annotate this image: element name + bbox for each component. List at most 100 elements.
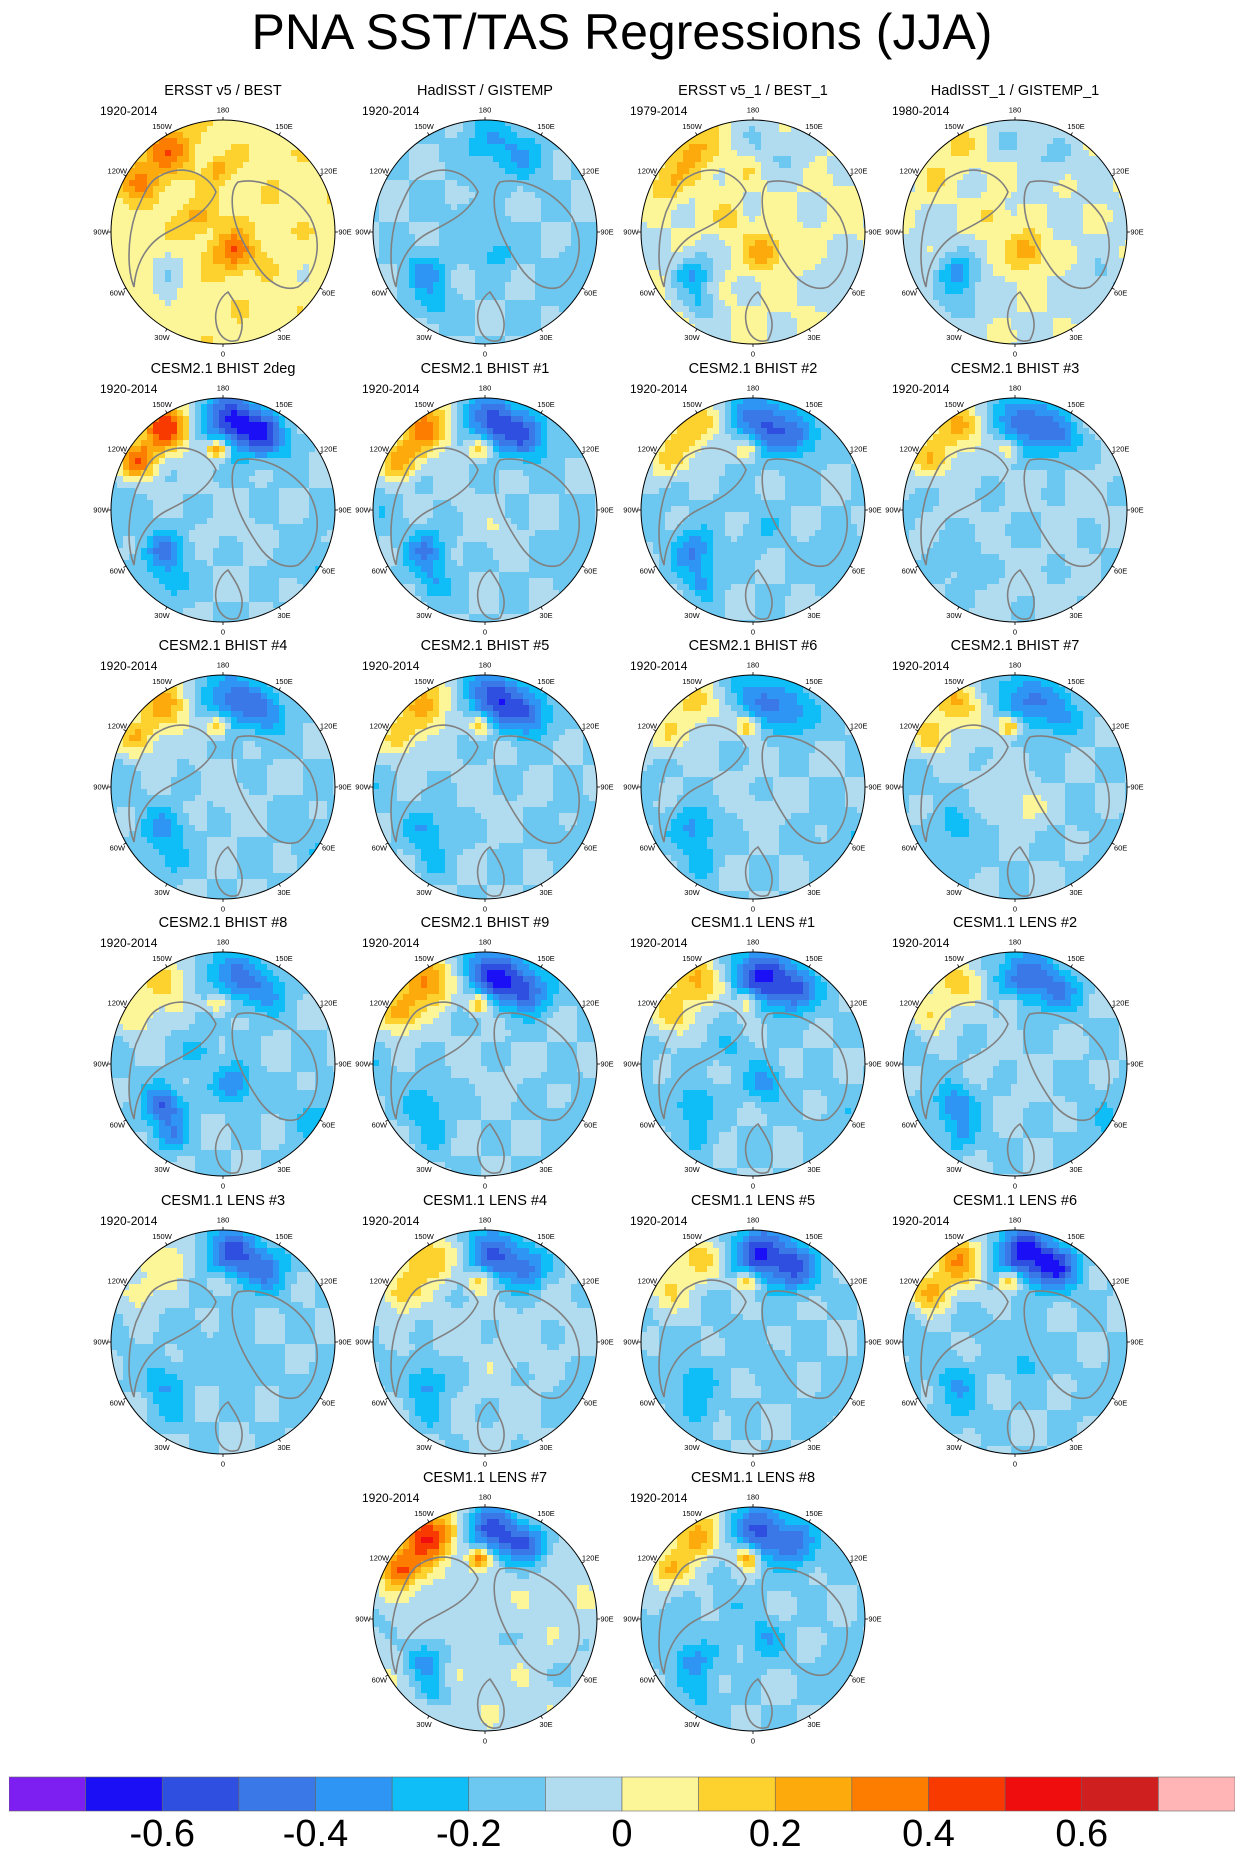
lon-tick	[165, 606, 168, 610]
lon-label: 150W	[944, 677, 965, 686]
lon-label: 0	[221, 1460, 225, 1469]
lon-label: 150E	[275, 677, 293, 686]
coastline	[658, 1556, 747, 1675]
lon-label: 120E	[1112, 999, 1130, 1008]
lon-tick	[540, 883, 543, 887]
lon-tick	[319, 729, 323, 732]
colorbar-box	[928, 1776, 1006, 1812]
coastline	[920, 169, 1009, 288]
lon-label: 120E	[1112, 722, 1130, 731]
lon-tick	[1111, 452, 1115, 455]
colorbar-label: -0.2	[436, 1812, 501, 1856]
lon-label: 120W	[370, 722, 391, 731]
lon-label: 120W	[108, 722, 129, 731]
lon-label: 90W	[623, 1060, 639, 1069]
lon-tick	[427, 1715, 430, 1719]
lon-label: 30E	[1069, 1165, 1082, 1174]
lon-tick	[1111, 1006, 1115, 1009]
lon-label: 30W	[684, 888, 700, 897]
lon-label: 120E	[1112, 1277, 1130, 1286]
colorbar-box	[468, 1776, 546, 1812]
lon-tick	[540, 1242, 543, 1246]
lon-tick	[540, 1715, 543, 1719]
lon-label: 120E	[850, 1554, 868, 1563]
lon-label: 90W	[355, 1615, 371, 1624]
lon-tick	[808, 410, 811, 414]
lon-label: 150E	[1067, 122, 1085, 131]
lon-label: 150W	[682, 122, 703, 131]
lon-label: 120W	[638, 999, 659, 1008]
coastline	[920, 447, 1009, 566]
coastline	[761, 458, 848, 567]
lon-label: 120W	[900, 999, 921, 1008]
lon-tick	[695, 687, 698, 691]
lon-tick	[915, 1397, 919, 1400]
lon-label: 180	[1009, 106, 1022, 115]
lon-tick	[808, 964, 811, 968]
lon-label: 60E	[852, 1676, 865, 1685]
lon-tick	[915, 729, 919, 732]
lon-tick	[385, 1006, 389, 1009]
coastline	[476, 1122, 505, 1174]
lon-tick	[123, 287, 127, 290]
colorbar	[9, 1776, 1235, 1812]
lon-label: 30W	[684, 611, 700, 620]
lon-label: 0	[1013, 1460, 1017, 1469]
lon-tick	[695, 964, 698, 968]
lon-label: 60W	[902, 844, 918, 853]
map-panel: CESM1.1 LENS #7 1920-2014 180 150E 120E 90E 60…	[350, 1469, 620, 1745]
lon-tick	[808, 883, 811, 887]
lon-tick	[385, 174, 389, 177]
lon-tick	[1070, 1242, 1073, 1246]
lon-label: 120W	[900, 167, 921, 176]
lon-label: 150W	[152, 122, 173, 131]
polar-map: 180 150E 120E 90E 60E 30E 0 30W 60W 90W 120W 150W	[355, 661, 613, 914]
lon-tick	[1070, 328, 1073, 332]
lon-tick	[278, 328, 281, 332]
lon-tick	[319, 565, 323, 568]
colorbar-box	[698, 1776, 776, 1812]
lon-label: 30E	[277, 611, 290, 620]
lon-label: 90W	[885, 1060, 901, 1069]
lon-label: 90E	[600, 1060, 613, 1069]
colorbar-box	[774, 1776, 853, 1812]
lon-label: 150E	[537, 1232, 555, 1241]
panel-title: CESM1.1 LENS #6	[880, 1192, 1150, 1210]
polar-map: 180 150E 120E 90E 60E 30E 0 30W 60W 90W 120W 150W	[623, 106, 881, 359]
colorbar-box	[161, 1776, 240, 1812]
field-layer	[111, 120, 335, 344]
lon-label: 60W	[372, 289, 388, 298]
lon-tick	[319, 1284, 323, 1287]
lon-tick	[319, 842, 323, 845]
coastline	[744, 1677, 773, 1729]
lon-tick	[957, 1438, 960, 1442]
lon-tick	[581, 287, 585, 290]
field-layer	[111, 952, 335, 1176]
lon-label: 30E	[277, 333, 290, 342]
lon-tick	[123, 452, 127, 455]
lon-tick	[427, 1438, 430, 1442]
coastline	[1006, 1122, 1035, 1174]
lon-tick	[849, 1119, 853, 1122]
lon-tick	[123, 174, 127, 177]
lon-label: 0	[221, 628, 225, 637]
coastline	[390, 1279, 479, 1398]
lon-label: 60E	[852, 844, 865, 853]
coastline	[761, 735, 848, 844]
lon-label: 120E	[582, 999, 600, 1008]
lon-label: 60E	[584, 1676, 597, 1685]
lon-tick	[385, 1397, 389, 1400]
lon-tick	[808, 1519, 811, 1523]
field-layer	[373, 1507, 597, 1731]
lon-label: 60W	[902, 289, 918, 298]
polar-map: 180 150E 120E 90E 60E 30E 0 30W 60W 90W 120W 150W	[93, 938, 351, 1191]
panel-period: 1920-2014	[100, 104, 157, 118]
lon-label: 30E	[807, 1165, 820, 1174]
lon-label: 120W	[370, 445, 391, 454]
coastline	[390, 724, 479, 843]
lon-label: 60W	[640, 844, 656, 853]
colorbar-box	[1081, 1776, 1159, 1812]
lon-tick	[581, 1284, 585, 1287]
lon-label: 150W	[414, 677, 435, 686]
lon-label: 60W	[372, 567, 388, 576]
